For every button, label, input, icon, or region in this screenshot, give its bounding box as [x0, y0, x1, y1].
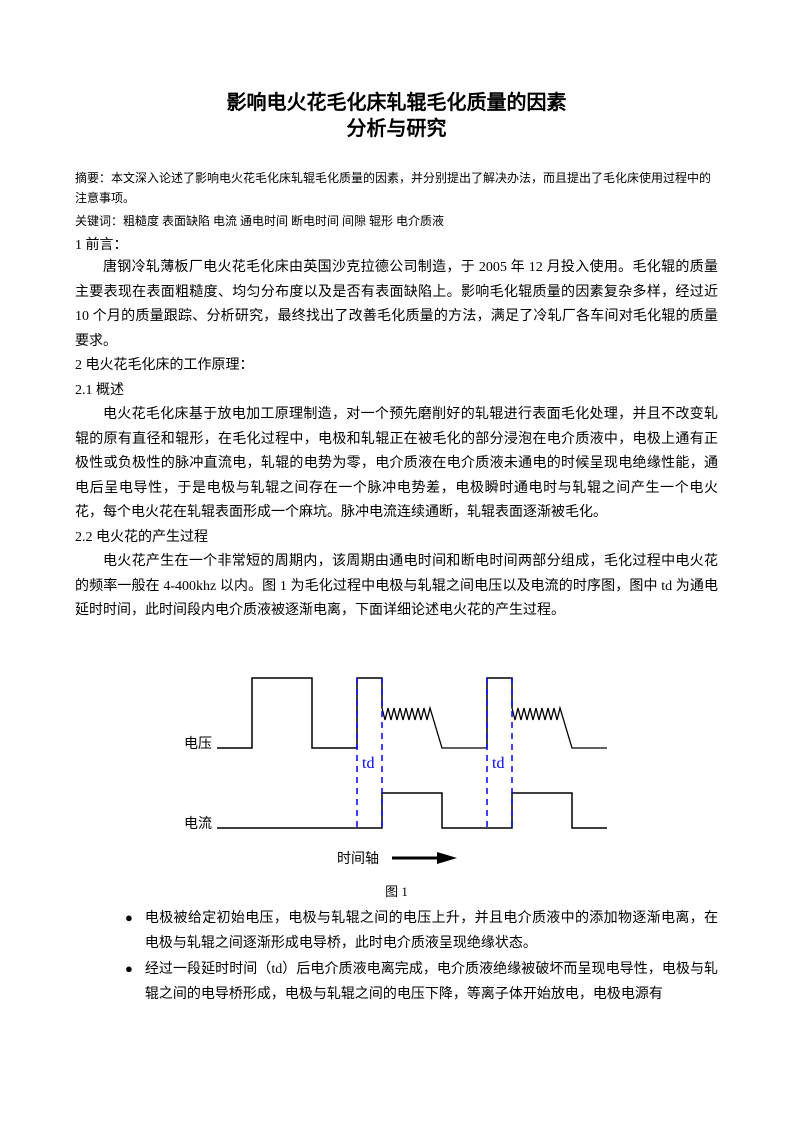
- figure-1: 电压 电流 td td: [75, 648, 718, 902]
- voltage-label: 电压: [184, 736, 212, 752]
- bullet-1-text: 电极被给定初始电压，电极与轧辊之间的电压上升，并且电介质液中的添加物逐渐电离，在…: [145, 907, 718, 956]
- td-label-2: td: [492, 755, 504, 772]
- title-line-1: 影响电火花毛化床轧辊毛化质量的因素: [75, 90, 718, 116]
- heading-2-1: 2.1 概述: [75, 379, 718, 404]
- list-item: ● 经过一段延时时间（td）后电介质液电离完成，电介质液绝缘被破坏而呈现电导性，…: [125, 958, 718, 1007]
- page-title: 影响电火花毛化床轧辊毛化质量的因素 分析与研究: [75, 90, 718, 142]
- td-marker-1: td: [357, 678, 382, 828]
- time-axis-label: 时间轴: [337, 851, 379, 867]
- list-item: ● 电极被给定初始电压，电极与轧辊之间的电压上升，并且电介质液中的添加物逐渐电离…: [125, 907, 718, 956]
- heading-1: 1 前言：: [75, 235, 718, 256]
- paragraph-1: 唐钢冷轧薄板厂电火花毛化床由英国沙克拉德公司制造，于 2005 年 12 月投入…: [75, 256, 718, 354]
- figure-1-caption: 图 1: [75, 882, 718, 902]
- keywords-text: 关键词：粗糙度 表面缺陷 电流 通电时间 断电时间 间隙 辊形 电介质液: [75, 211, 718, 231]
- bullet-icon: ●: [125, 907, 133, 930]
- heading-2-2: 2.2 电火花的产生过程: [75, 526, 718, 551]
- arrow-right-icon: [392, 852, 457, 864]
- heading-2: 2 电火花毛化床的工作原理：: [75, 354, 718, 379]
- td-marker-2: td: [487, 678, 512, 828]
- abstract-text: 摘要：本文深入论述了影响电火花毛化床轧辊毛化质量的因素，并分别提出了解决办法，而…: [75, 168, 718, 209]
- current-label: 电流: [184, 816, 212, 832]
- title-line-2: 分析与研究: [75, 116, 718, 142]
- current-trace: [217, 793, 607, 828]
- timing-diagram: 电压 电流 td td: [157, 648, 637, 878]
- paragraph-2-1: 电火花毛化床基于放电加工原理制造，对一个预先磨削好的轧辊进行表面毛化处理，并且不…: [75, 403, 718, 526]
- bullet-icon: ●: [125, 958, 133, 981]
- paragraph-2-2: 电火花产生在一个非常短的周期内，该周期由通电时间和断电时间两部分组成，毛化过程中…: [75, 550, 718, 624]
- td-label-1: td: [362, 755, 374, 772]
- bullet-list: ● 电极被给定初始电压，电极与轧辊之间的电压上升，并且电介质液中的添加物逐渐电离…: [75, 907, 718, 1007]
- voltage-trace: [217, 678, 607, 748]
- bullet-2-text: 经过一段延时时间（td）后电介质液电离完成，电介质液绝缘被破坏而呈现电导性，电极…: [145, 958, 718, 1007]
